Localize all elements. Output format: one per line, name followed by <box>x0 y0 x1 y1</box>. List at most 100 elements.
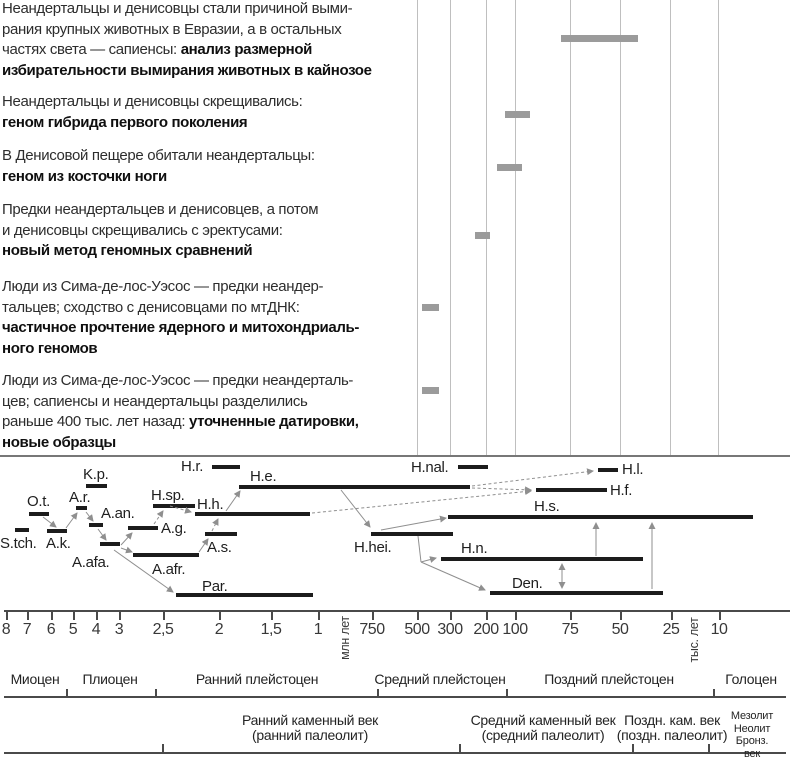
species-label: A.an. <box>101 505 135 522</box>
axis-tick <box>271 612 273 620</box>
annotation-text-plain: Люди из Сима-де-лос-Уэсос — предки неанд… <box>2 372 354 431</box>
dating-range-bar <box>422 304 439 311</box>
species-bar <box>212 465 240 469</box>
species-bar <box>86 484 107 488</box>
grid-line <box>486 0 487 455</box>
axis-unit-label: тыс. лет <box>687 617 701 663</box>
species-label: Den. <box>512 575 543 592</box>
axis-tick <box>51 612 53 620</box>
species-bar <box>100 542 120 546</box>
species-bar <box>536 488 607 492</box>
species-bar <box>128 526 158 530</box>
axis-tick-label: 2 <box>214 621 224 638</box>
axis-tick <box>620 612 622 620</box>
arrow <box>420 556 437 563</box>
species-label: H.sp. <box>151 487 185 504</box>
dashed-arrow <box>311 488 532 514</box>
species-bar <box>15 528 29 532</box>
arrow <box>380 515 447 531</box>
species-label: A.afa. <box>72 554 110 571</box>
annotation-block: В Денисовой пещере обитали неандертальцы… <box>2 146 414 187</box>
annotation-text-plain: Неандертальцы и денисовцы стали причиной… <box>2 0 353 59</box>
annotation-text-bold: новый метод геномных сравнений <box>2 242 253 260</box>
axis-tick <box>219 612 221 620</box>
species-bar <box>176 593 313 597</box>
dating-range-bar <box>422 387 439 394</box>
archaeo-row-line <box>4 752 786 754</box>
annotation-text-bold: геном из косточки ноги <box>2 167 167 185</box>
species-label: A.k. <box>46 535 71 552</box>
axis-tick-label: 3 <box>114 621 124 638</box>
archaeo-boundary-tick <box>162 744 164 752</box>
species-label: S.tch. <box>0 535 37 552</box>
species-bar <box>205 532 237 536</box>
species-label: K.p. <box>83 466 109 483</box>
annotation-text-bold: уточненные датировки, новые образцы <box>2 413 359 452</box>
axis-tick <box>671 612 673 620</box>
axis-tick <box>417 612 419 620</box>
axis-tick-label: 5 <box>68 621 78 638</box>
arrow <box>120 532 133 546</box>
geologic-row-line <box>4 696 786 698</box>
axis-tick <box>372 612 374 620</box>
dashed-arrow <box>471 486 532 494</box>
species-label: A.r. <box>69 489 91 506</box>
dashed-arrow <box>211 518 219 532</box>
geologic-epoch-label: Средний плейстоцен <box>374 671 506 687</box>
annotation-text-bold: геном гибрида первого поколения <box>2 113 248 131</box>
axis-tick-label: 1 <box>313 621 323 638</box>
axis-unit-label: млн лет <box>338 616 352 660</box>
geologic-epoch-label: Голоцен <box>725 671 777 687</box>
axis-tick-label: 300 <box>437 621 463 638</box>
dashed-arrow <box>471 468 594 487</box>
time-axis-line <box>4 610 790 612</box>
arrow <box>42 516 57 528</box>
species-bar <box>490 591 663 595</box>
species-bar <box>458 465 488 469</box>
species-bar <box>89 523 103 527</box>
species-label: H.r. <box>181 458 204 475</box>
grid-line <box>670 0 671 455</box>
species-bar <box>47 529 67 533</box>
axis-tick <box>27 612 29 620</box>
archaeo-boundary-tick <box>459 744 461 752</box>
archaeo-boundary-tick <box>708 744 710 752</box>
arrow <box>65 512 78 529</box>
species-bar <box>448 515 753 519</box>
species-label: H.nal. <box>411 459 449 476</box>
arrow <box>225 490 241 512</box>
grid-line <box>450 0 451 455</box>
species-bar <box>441 557 643 561</box>
axis-tick <box>73 612 75 620</box>
axis-tick <box>515 612 517 620</box>
axis-tick-label: 1,5 <box>260 621 282 638</box>
annotation-text-plain: Неандертальцы и денисовцы скрещивались: <box>2 93 303 110</box>
species-label: A.g. <box>161 520 187 537</box>
arrow <box>340 489 371 528</box>
annotation-block: Предки неандертальцев и денисовцев, а по… <box>2 200 414 262</box>
chart-separator-line <box>0 455 790 457</box>
axis-tick-label: 750 <box>359 621 385 638</box>
axis-tick <box>6 612 8 620</box>
species-bar <box>29 512 49 516</box>
archaeo-period-label: Ранний каменный век (ранний палеолит) <box>241 712 379 743</box>
geologic-epoch-label: Плиоцен <box>82 671 138 687</box>
axis-tick <box>450 612 452 620</box>
dating-range-bar <box>475 232 490 239</box>
axis-tick <box>119 612 121 620</box>
annotation-text-plain: Люди из Сима-де-лос-Уэсос — предки неанд… <box>2 278 324 316</box>
species-bar <box>133 553 199 557</box>
axis-tick-label: 8 <box>1 621 11 638</box>
axis-tick-label: 7 <box>22 621 32 638</box>
annotation-block: Неандертальцы и денисовцы стали причиной… <box>2 0 414 82</box>
axis-tick-label: 100 <box>502 621 528 638</box>
axis-tick-label: 50 <box>611 621 629 638</box>
geologic-epoch-label: Ранний плейстоцен <box>195 671 319 687</box>
grid-line <box>570 0 571 455</box>
geologic-boundary-tick <box>377 689 379 696</box>
dating-range-bar <box>561 35 638 42</box>
dating-range-bar <box>497 164 522 171</box>
annotation-block: Люди из Сима-де-лос-Уэсос — предки неанд… <box>2 277 414 360</box>
axis-tick-label: 200 <box>473 621 499 638</box>
annotation-block: Люди из Сима-де-лос-Уэсос — предки неанд… <box>2 371 414 454</box>
